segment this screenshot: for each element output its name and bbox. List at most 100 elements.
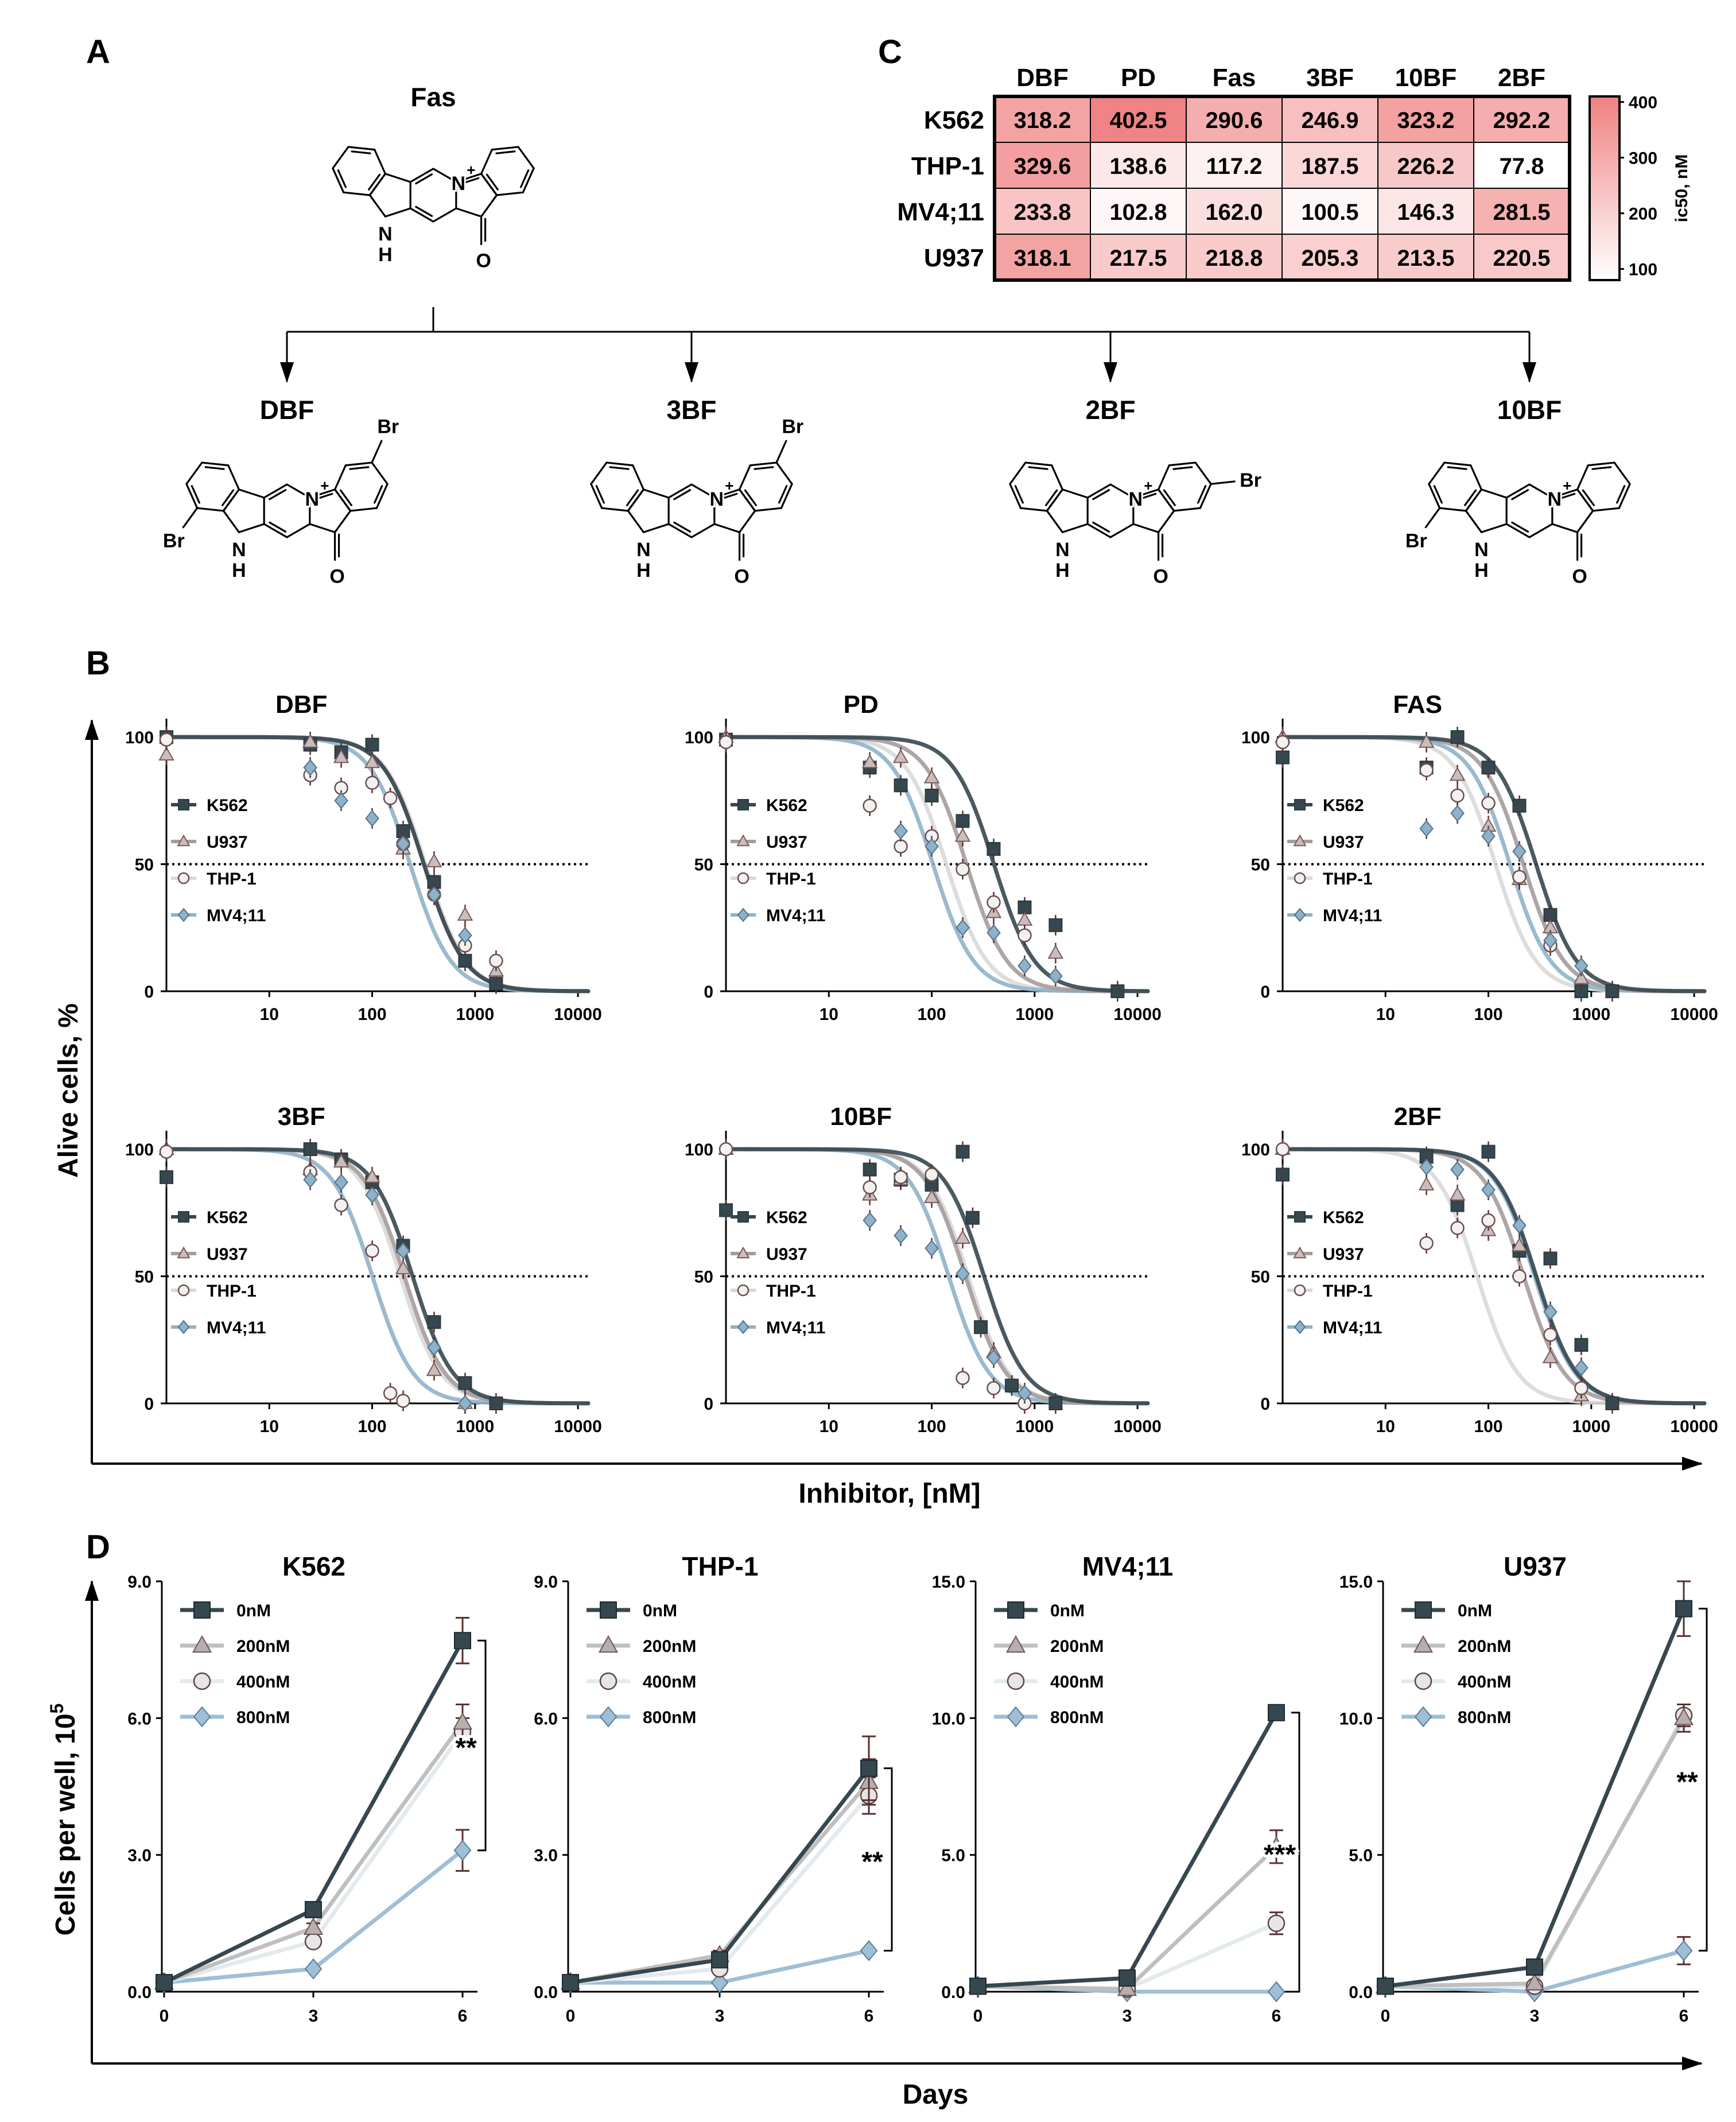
legend-label: MV4;11 [207,1318,266,1337]
double-bond [626,489,639,506]
data-point-mv411 [1543,932,1558,949]
data-point-mv411 [956,919,970,937]
bond [1470,464,1483,491]
legend-marker [737,799,749,810]
bond [627,488,645,512]
data-point-0nm [156,1974,173,1992]
heatmap-value: 233.8 [1013,200,1071,225]
double-bond [204,466,225,470]
molecule-name-3bf: 3BF [667,395,717,425]
legend-label: K562 [766,1208,807,1227]
bond [522,167,535,193]
y-tick-label: 10.0 [1339,1709,1373,1728]
data-point-u937 [457,906,473,921]
bond [238,523,265,533]
heatmap-value: 217.5 [1109,246,1167,271]
data-point-0nm [1675,1600,1692,1617]
b-y-axis-label: Alive cells, % [53,1003,84,1178]
heatmap-value: 218.8 [1205,246,1263,271]
bond-br [182,507,199,529]
data-point-k562 [1048,1396,1063,1410]
atom-o: O [476,250,491,272]
y-tick-label: 0.0 [127,1983,152,2002]
x-tick-label: 10000 [1670,1417,1718,1436]
double-bond [609,466,630,470]
data-point-800nm [453,1840,472,1861]
bond [1024,461,1053,467]
bond [1428,461,1446,485]
fit-curve-k562 [164,735,591,994]
legend-label: U937 [1323,1245,1364,1264]
legend-label: MV4;11 [207,906,266,925]
data-point-k562 [1450,730,1465,744]
bond [1132,523,1160,533]
bromine-right: Br [1240,470,1261,491]
data-point-k562 [925,789,939,802]
atom-n: N [1055,539,1070,561]
heatmap-value: 220.5 [1493,246,1550,271]
double-bond [1556,492,1576,501]
y-tick-label: 15.0 [932,1573,965,1592]
x-tick-label: 3 [1530,2007,1540,2026]
data-point-u937 [426,853,442,867]
molecule-name-2bf: 2BF [1086,395,1136,425]
data-point-0nm [562,1974,579,1992]
bond [432,168,457,183]
bond [1465,488,1483,512]
legend-label: K562 [1323,796,1364,815]
data-point-thp1 [383,791,398,805]
bond [1551,523,1579,533]
bond [1157,464,1170,491]
data-point-u937 [1418,734,1435,748]
bond [1109,483,1135,499]
series-line-200nm [1385,1717,1686,1988]
bond [196,507,224,512]
data-point-mv411 [987,1349,1001,1367]
x-tick-label: 0 [1381,2007,1391,2026]
heatmap-col-pd: PD [1121,64,1156,92]
heatmap-value: 100.5 [1301,200,1358,225]
heatmap-cell [1377,234,1474,281]
double-bond [718,492,738,501]
double-bond [673,521,692,533]
data-point-mv411 [1017,957,1032,975]
atom-n: N [636,539,651,561]
data-point-mv411 [334,792,348,809]
subplot-title: 3BF [278,1103,325,1131]
dose-response-subplot: FAS 0 50 100 10 100 1000 10000 K562 U937 THP-1 MV4;… [1241,690,1718,1024]
y-tick-label: 100 [685,728,713,747]
charge-plus: + [725,477,733,494]
bond [1061,523,1089,533]
legend-marker [178,799,189,810]
bond [1157,510,1175,533]
heatmap-value: 77.8 [1500,154,1544,179]
fit-curve-k562 [724,735,1150,994]
double-bond [339,489,352,506]
bond [1009,461,1027,485]
data-point-k562 [1512,798,1527,813]
data-point-mv411 [303,759,317,777]
bond [1576,464,1589,491]
x-tick-label: 6 [458,2007,468,2026]
bond [384,173,411,183]
data-point-k562 [987,842,1001,856]
bond [667,523,693,538]
significance-stars: ** [455,1733,477,1763]
x-tick-label: 10000 [554,1005,601,1024]
bond [1528,483,1554,499]
bond [333,464,347,491]
y-tick-label: 100 [1241,1140,1270,1159]
data-point-mv411 [427,1339,441,1356]
data-point-mv411 [1048,967,1063,985]
atom-n-plus: N [1129,488,1143,510]
legend-marker [177,1320,190,1335]
heatmap-cell [1090,96,1187,143]
2bf-structure: NH ON+ Br [1009,461,1261,588]
x-tick-label: 3 [1123,2007,1132,2026]
charge-plus: + [1563,477,1571,494]
data-point-800nm [1267,1981,1286,2003]
molecule-name-dbf: DBF [260,395,314,425]
data-point-k562 [1605,984,1620,998]
legend-marker [737,1320,749,1335]
bond [749,461,778,467]
